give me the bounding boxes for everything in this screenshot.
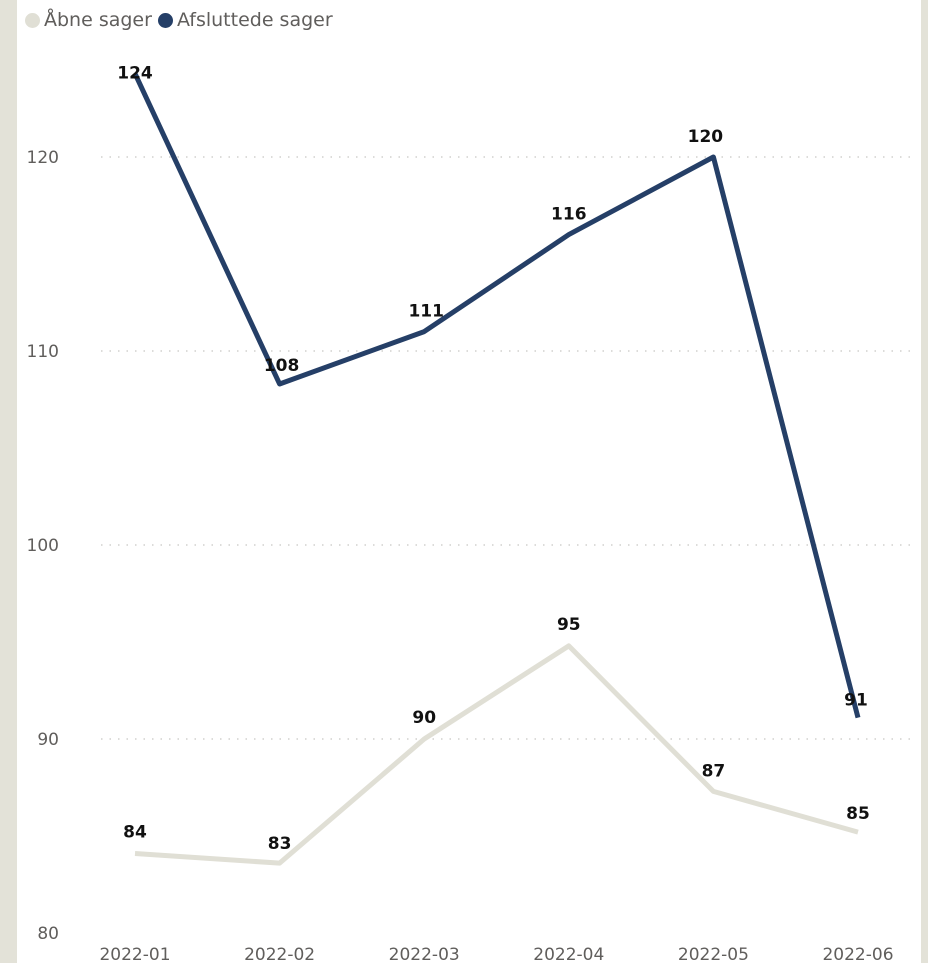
y-tick-label: 80 xyxy=(37,924,59,944)
x-tick-label: 2022-02 xyxy=(244,945,315,963)
data-label: 108 xyxy=(264,356,300,376)
y-tick-label: 120 xyxy=(27,148,59,168)
data-label: 120 xyxy=(688,127,724,147)
chart-card: Åbne sager Afsluttede sager 80 90 100 110 12… xyxy=(17,0,921,963)
data-label: 91 xyxy=(844,691,868,711)
legend-item-afsluttede-sager[interactable]: Afsluttede sager xyxy=(157,9,333,31)
data-label: 87 xyxy=(702,761,726,781)
y-tick-label: 110 xyxy=(27,342,59,362)
line-chart: 80 90 100 110 120 2022-01 2022-02 2022-03 2022-0… xyxy=(27,64,915,963)
legend-marker-icon xyxy=(25,12,40,28)
legend-label: Afsluttede sager xyxy=(176,9,333,31)
data-label: 84 xyxy=(123,822,147,842)
data-label: 111 xyxy=(408,302,444,322)
series-line-afsluttede-sager xyxy=(132,72,861,719)
legend-label: Åbne sager xyxy=(44,9,152,31)
y-tick-label: 100 xyxy=(27,536,59,556)
x-tick-label: 2022-03 xyxy=(389,945,460,963)
data-label: 95 xyxy=(557,615,581,635)
legend-item-abne-sager[interactable]: Åbne sager xyxy=(25,9,152,31)
data-label: 85 xyxy=(846,804,870,824)
x-tick-label: 2022-04 xyxy=(533,945,604,963)
x-tick-label: 2022-01 xyxy=(99,945,170,963)
y-tick-label: 90 xyxy=(37,730,59,750)
data-label: 90 xyxy=(412,708,436,728)
x-tick-label: 2022-05 xyxy=(678,945,749,963)
data-label: 124 xyxy=(117,64,153,84)
data-label: 83 xyxy=(268,834,292,854)
chart-legend: Åbne sager Afsluttede sager xyxy=(25,7,333,33)
series-line-abne-sager xyxy=(134,643,859,866)
x-tick-label: 2022-06 xyxy=(822,945,893,963)
legend-marker-icon xyxy=(157,12,173,28)
data-label: 116 xyxy=(551,205,587,225)
